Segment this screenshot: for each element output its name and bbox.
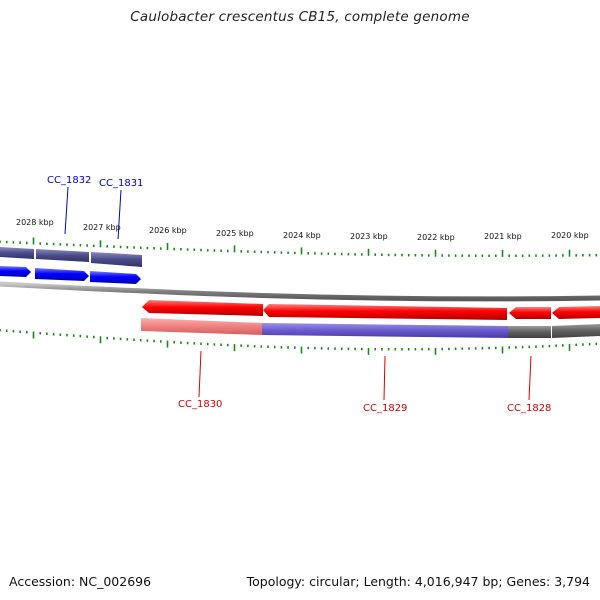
- gene-arrow-cc1830[interactable]: [142, 300, 263, 316]
- leader-line: [383, 355, 386, 401]
- scale-label: 2024 kbp: [283, 231, 321, 240]
- scale-label: 2023 kbp: [350, 232, 388, 241]
- gene-label-cc1830[interactable]: CC_1830: [178, 399, 222, 410]
- scale-label: 2028 kbp: [16, 218, 54, 227]
- gene-label-cc1832[interactable]: CC_1832: [47, 175, 91, 186]
- track-segment-cc1832: [36, 249, 89, 262]
- gene-arrow-cc1828[interactable]: [509, 307, 551, 319]
- leader-line: [117, 189, 122, 240]
- label-leaders: [64, 186, 532, 401]
- track-segment-cc1829: [262, 323, 508, 338]
- scale-label: 2021 kbp: [484, 232, 522, 241]
- forward-genes: [0, 266, 141, 284]
- gene-label-cc1829[interactable]: CC_1829: [363, 403, 407, 414]
- scale-label: 2027 kbp: [83, 223, 121, 232]
- track-segment-next: [552, 324, 600, 338]
- leader-line: [64, 186, 69, 235]
- accession-text: Accession: NC_002696: [9, 574, 152, 589]
- genome-summary-text: Topology: circular; Length: 4,016,947 bp…: [246, 574, 590, 589]
- reverse-ticks: [0, 329, 598, 355]
- gene-arrow-cc1829[interactable]: [263, 304, 507, 320]
- track-segment-cc1828: [508, 326, 551, 338]
- gene-label-cc1828[interactable]: CC_1828: [507, 403, 551, 414]
- gene-arrow-cc1832[interactable]: [35, 268, 89, 281]
- forward-feature-track: [0, 247, 142, 267]
- scale-label: 2022 kbp: [417, 233, 455, 242]
- map-title: Caulobacter crescentus CB15, complete ge…: [130, 9, 470, 25]
- gene-arrow-forward[interactable]: [0, 266, 31, 277]
- leader-line: [198, 350, 202, 398]
- forward-ticks: [0, 237, 598, 257]
- scale-label: 2026 kbp: [149, 226, 187, 235]
- gene-arrow-cc1831[interactable]: [90, 271, 141, 284]
- gene-label-cc1831[interactable]: CC_1831: [99, 178, 143, 189]
- reverse-genes: [142, 300, 600, 320]
- track-segment-cc1832: [0, 247, 34, 259]
- scale-label: 2020 kbp: [551, 231, 589, 240]
- gene-labels: CC_1832 CC_1831 CC_1830 CC_1829 CC_1828: [47, 175, 551, 414]
- leader-line: [528, 355, 532, 401]
- gene-arrow-reverse[interactable]: [552, 306, 600, 319]
- track-segment-cc1831: [91, 252, 142, 267]
- track-segment-cc1830: [141, 318, 262, 335]
- genome-backbone: [0, 281, 600, 302]
- scale-label: 2025 kbp: [216, 229, 254, 238]
- scale-labels: 2028 kbp 2027 kbp 2026 kbp 2025 kbp 2024…: [16, 218, 589, 242]
- reverse-feature-track: [141, 318, 600, 338]
